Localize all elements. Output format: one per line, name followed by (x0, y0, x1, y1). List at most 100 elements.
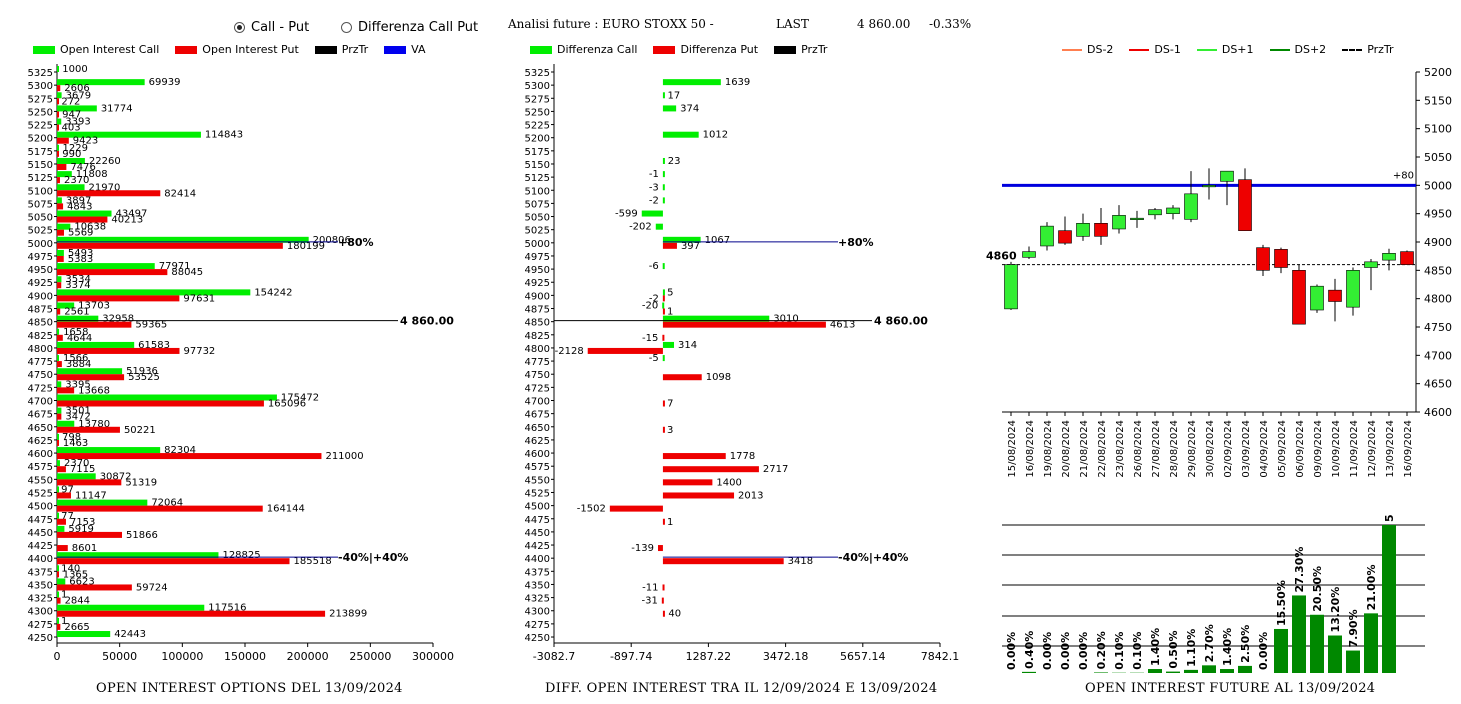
bar-value-label: 1566 (63, 353, 88, 364)
date-label: 28/08/2024 (1169, 420, 1180, 478)
put-bar (57, 308, 61, 315)
strike-label: 4700 (525, 397, 550, 408)
bar-value-label: 3897 (66, 195, 91, 206)
legend-swatch (1062, 48, 1082, 51)
candle-body (1238, 179, 1252, 231)
call-bar (57, 617, 59, 624)
put-bar (57, 492, 71, 499)
bar-value-label: -139 (631, 543, 654, 554)
date-label: 04/09/2024 (1259, 420, 1270, 478)
strike-label: 4825 (28, 331, 53, 342)
strike-label: 4375 (525, 567, 550, 578)
call-bar (57, 328, 60, 335)
strike-label: 4900 (525, 291, 550, 302)
legend-item: DS-2 (1062, 43, 1113, 56)
bar-value-label: 3 (667, 425, 673, 436)
bar-value-label: 3395 (65, 379, 90, 390)
legend-label: Differenza Put (680, 43, 759, 56)
bar-value-label: -31 (641, 596, 657, 607)
put-bar (662, 400, 665, 407)
strike-label: 5250 (28, 107, 53, 118)
bar-value-label: 990 (62, 149, 81, 160)
call-bar (57, 118, 62, 125)
put-bar (57, 361, 62, 368)
put-bar (57, 282, 62, 289)
legend-swatch (1196, 48, 1217, 51)
price-line-label: 4 860.00 (874, 315, 928, 328)
bar-value-label: 1463 (63, 438, 88, 449)
strike-label: 4650 (525, 423, 550, 434)
put-bar (662, 334, 665, 341)
candle-body (1346, 270, 1360, 308)
bar-value-label: 23 (668, 156, 681, 167)
x-tick-label: -897.74 (610, 650, 652, 663)
y-tick-label: 5100 (1424, 123, 1452, 136)
legend-label: DS+1 (1221, 43, 1254, 56)
call-bar (57, 525, 65, 532)
call-bar (662, 355, 665, 362)
radio-unselected-icon[interactable] (341, 22, 352, 33)
bar-value-label: 6623 (69, 576, 94, 587)
oi-percent-label: 27.30% (1293, 547, 1306, 593)
caption-middle: DIFF. OPEN INTEREST TRA IL 12/09/2024 E … (545, 681, 938, 696)
oi-bar (1202, 665, 1216, 673)
oi-percent-label: 0.10% (1113, 632, 1126, 670)
bar-value-label: 11147 (75, 490, 107, 501)
candle-body (1040, 225, 1054, 247)
call-bar (57, 249, 64, 256)
call-bar (662, 131, 699, 138)
strike-label: 5100 (525, 186, 550, 197)
call-bar (662, 236, 701, 243)
strike-label: 4500 (28, 502, 53, 513)
bar-value-label: 5383 (68, 254, 93, 265)
oi-percent-label: 0.20% (1095, 631, 1108, 669)
strike-label: 4925 (525, 278, 550, 289)
legend-swatch (530, 45, 552, 54)
put-bar (57, 321, 132, 328)
strike-label: 4275 (28, 620, 53, 631)
bar-value-label: 1400 (716, 477, 741, 488)
date-label: 11/09/2024 (1349, 420, 1360, 478)
bar-value-label: -2128 (555, 346, 584, 357)
x-tick-label: 100000 (161, 650, 203, 663)
candle-body (1292, 270, 1306, 325)
strike-label: 4675 (525, 410, 550, 421)
date-label: 15/08/2024 (1007, 420, 1018, 478)
call-bar (57, 486, 59, 493)
call-bar (57, 407, 62, 414)
y-tick-label: 4600 (1424, 406, 1452, 419)
bar-value-label: 798 (62, 432, 81, 443)
strike-label: 5200 (28, 134, 53, 145)
legend-swatch (1129, 48, 1150, 51)
strike-label: 4975 (525, 252, 550, 263)
diff-open-interest-chart: -3082.7 -897.74 1287.22 3472.18 5657.14 7842.… (525, 64, 960, 663)
strike-label: 5275 (28, 94, 53, 105)
legend-swatch (33, 45, 55, 54)
candle-body (1076, 223, 1090, 237)
bar-value-label: 5 (667, 287, 673, 298)
radio-selected-icon[interactable] (234, 22, 245, 33)
strike-label: 4725 (525, 383, 550, 394)
legend-item: Open Interest Call (33, 43, 159, 56)
date-label: 03/09/2024 (1241, 420, 1252, 478)
oi-percent-label: 1.40% (1149, 628, 1162, 666)
put-bar (57, 518, 66, 525)
put-bar (57, 400, 264, 407)
call-bar (57, 565, 59, 572)
legend-label: Differenza Call (557, 43, 638, 56)
put-bar (57, 347, 180, 354)
bar-value-label: 5919 (68, 524, 93, 535)
open-interest-options-chart: 0 50000 100000 150000 200000 250000 300000 5325… (28, 64, 454, 663)
bar-value-label: 7476 (70, 162, 95, 173)
candle-body (1310, 285, 1324, 311)
radio-call-put[interactable]: Call - Put (234, 20, 309, 35)
hline-label: +80 (1393, 170, 1414, 181)
radio-differenza[interactable]: Differenza Call Put (341, 20, 478, 35)
oi-percent-label: 0.00% (1077, 632, 1090, 670)
strike-label: 4800 (525, 344, 550, 355)
strike-label: 5025 (525, 226, 550, 237)
x-tick-label: 7842.1 (921, 650, 960, 663)
date-label: 29/08/2024 (1187, 420, 1198, 478)
y-tick-label: 4950 (1424, 208, 1452, 221)
strike-label: 5200 (525, 134, 550, 145)
